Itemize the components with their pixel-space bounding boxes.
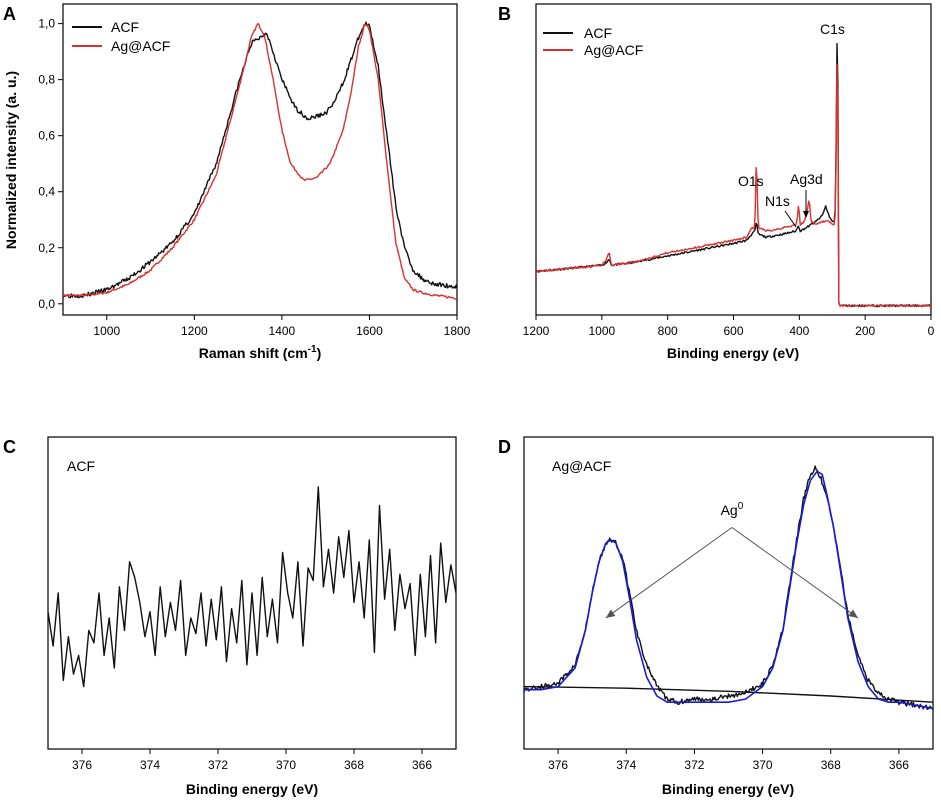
panel-letter-d: D	[498, 437, 511, 457]
x-tick-label-d-0: 376	[548, 758, 568, 772]
x-axis-ticks-d: 376 374 372 370 368 366	[548, 749, 909, 772]
series-line-a-acf	[63, 21, 457, 299]
annotation-ag3d-arrowhead	[803, 211, 809, 218]
series-line-a-ag-acf	[63, 22, 457, 300]
y-tick-label-a-0: 0,0	[38, 297, 55, 311]
x-tick-label-d-4: 368	[821, 758, 841, 772]
x-tick-label-b-6: 0	[928, 324, 935, 338]
series-group-d	[524, 465, 933, 711]
panel-letter-a: A	[3, 4, 16, 24]
annotation-ag0: Ag0	[721, 501, 744, 518]
annotation-o1s: O1s	[738, 173, 764, 189]
annotation-arrowhead-0	[605, 609, 616, 618]
y-axis-label-a: Normalized intensity (a. u.)	[3, 71, 19, 249]
annotation-ag0-main: Ag	[721, 502, 738, 518]
annotation-arrow-1	[731, 527, 859, 619]
y-tick-label-a-3: 0,6	[38, 129, 55, 143]
plot-frame-a	[62, 3, 458, 316]
peak-annotations-b: C1s O1s Ag3d N1s	[738, 21, 845, 228]
x-tick-label-c-3: 370	[276, 758, 296, 772]
x-axis-label-a-main: Raman shift (cm	[199, 345, 308, 361]
series-line-d-background	[524, 685, 933, 703]
panel-b: B 1200 1000 800 600 400 200 0 Binding energy (…	[498, 3, 935, 361]
annotation-arrow-0	[605, 527, 733, 619]
x-tick-label-c-5: 366	[412, 758, 432, 772]
annotation-ag0-sup: 0	[738, 501, 744, 512]
x-axis-label-a-sup: -1	[308, 344, 317, 355]
y-tick-label-a-1: 0,2	[38, 241, 55, 255]
x-axis-ticks-b: 1200 1000 800 600 400 200 0	[523, 315, 935, 338]
legend-label-b-agacf: Ag@ACF	[584, 42, 643, 58]
legend-label-a-acf: ACF	[111, 19, 139, 35]
panel-label-c: ACF	[67, 458, 95, 474]
x-tick-label-b-4: 400	[789, 324, 809, 338]
annotation-n1s: N1s	[765, 193, 790, 209]
x-tick-label-a-3: 1600	[356, 324, 383, 338]
plot-frame-d	[523, 436, 934, 750]
series-line-c-acf	[48, 486, 456, 688]
legend-label-b-acf: ACF	[584, 25, 612, 41]
x-tick-label-d-5: 366	[889, 758, 909, 772]
x-axis-label-c: Binding energy (eV)	[186, 781, 318, 797]
panel-d: D 376 374 372 370 368 366 Ag@ACF Binding ener…	[498, 436, 934, 797]
panel-letter-c: C	[3, 437, 16, 457]
x-tick-label-b-0: 1200	[523, 324, 550, 338]
legend-label-a-agacf: Ag@ACF	[111, 38, 170, 54]
x-tick-label-d-1: 374	[616, 758, 636, 772]
series-group-b	[536, 42, 931, 308]
series-group-a	[63, 21, 457, 300]
x-tick-label-b-3: 600	[723, 324, 743, 338]
series-line-b-ag-acf	[536, 63, 931, 308]
x-tick-label-d-2: 372	[684, 758, 704, 772]
x-tick-label-a-1: 1200	[181, 324, 208, 338]
y-tick-label-a-2: 0,4	[38, 185, 55, 199]
x-tick-label-d-3: 370	[753, 758, 773, 772]
x-tick-label-a-0: 1000	[93, 324, 120, 338]
x-axis-ticks-c: 376 374 372 370 368 366	[72, 749, 432, 772]
x-axis-ticks-a: 1000 1200 1400 1600 1800	[93, 315, 471, 338]
x-axis-label-a-end: )	[317, 345, 322, 361]
x-tick-label-c-2: 372	[208, 758, 228, 772]
x-tick-label-c-1: 374	[140, 758, 160, 772]
annotation-n1s-pointer	[784, 210, 797, 228]
annotations-d: Ag0	[605, 501, 859, 619]
x-axis-label-b: Binding energy (eV)	[667, 345, 799, 361]
series-line-b-acf	[536, 42, 931, 308]
x-axis-label-d: Binding energy (eV)	[662, 781, 794, 797]
x-tick-label-a-2: 1400	[269, 324, 296, 338]
panel-label-d: Ag@ACF	[552, 458, 611, 474]
y-tick-label-a-5: 1,0	[38, 17, 55, 31]
y-tick-label-a-4: 0,8	[38, 73, 55, 87]
panel-a: A 1000 1200 1400 1600 1800 0,0 0,2 0,4 0,6 0,8 1,…	[3, 3, 471, 361]
annotation-c1s: C1s	[820, 21, 845, 37]
x-tick-label-a-4: 1800	[444, 324, 471, 338]
annotation-ag3d: Ag3d	[790, 171, 823, 187]
legend-a: ACF Ag@ACF	[72, 19, 170, 54]
y-axis-ticks-a: 0,0 0,2 0,4 0,6 0,8 1,0	[38, 17, 63, 311]
series-line-d-fit	[524, 470, 933, 710]
panel-letter-b: B	[498, 4, 511, 24]
legend-b: ACF Ag@ACF	[543, 25, 643, 58]
x-tick-label-c-0: 376	[72, 758, 92, 772]
series-group-c	[48, 486, 456, 688]
x-tick-label-b-1: 1000	[588, 324, 615, 338]
x-tick-label-c-4: 368	[344, 758, 364, 772]
annotation-arrowhead-1	[848, 609, 858, 618]
x-axis-label-a: Raman shift (cm-1)	[199, 344, 322, 361]
x-tick-label-b-2: 800	[658, 324, 678, 338]
x-tick-label-b-5: 200	[855, 324, 875, 338]
panel-c: C 376 374 372 370 368 366 ACF Binding energy …	[3, 436, 457, 797]
